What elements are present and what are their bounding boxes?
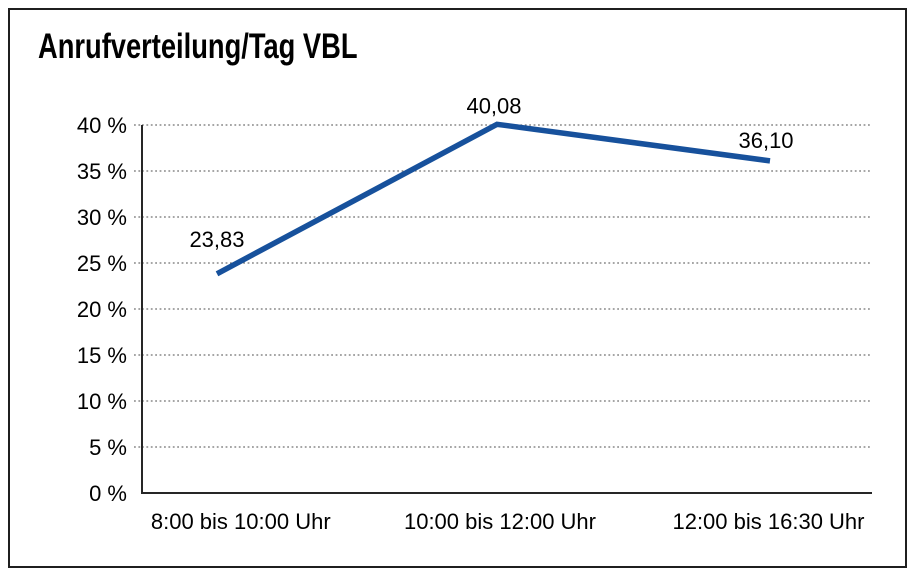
x-axis-label: 8:00 bis 10:00 Uhr [151,509,331,534]
data-point-label: 23,83 [189,227,244,252]
y-tick-label: 0 % [89,481,127,506]
y-tick-label: 25 % [77,251,127,276]
y-tick-label: 40 % [77,113,127,138]
data-point-label: 36,10 [738,128,793,153]
y-tick-label: 20 % [77,297,127,322]
x-axis-label: 12:00 bis 16:30 Uhr [672,509,864,534]
data-point-label: 40,08 [466,93,521,118]
series-line [215,121,771,277]
y-tick-label: 15 % [77,343,127,368]
chart-frame [8,8,907,568]
y-tick-label: 5 % [89,435,127,460]
y-tick-label: 35 % [77,159,127,184]
y-tick-label: 10 % [77,389,127,414]
y-tick-label: 30 % [77,205,127,230]
chart-title: Anrufverteilung/Tag VBL [38,27,358,66]
x-axis-label: 10:00 bis 12:00 Uhr [404,509,596,534]
